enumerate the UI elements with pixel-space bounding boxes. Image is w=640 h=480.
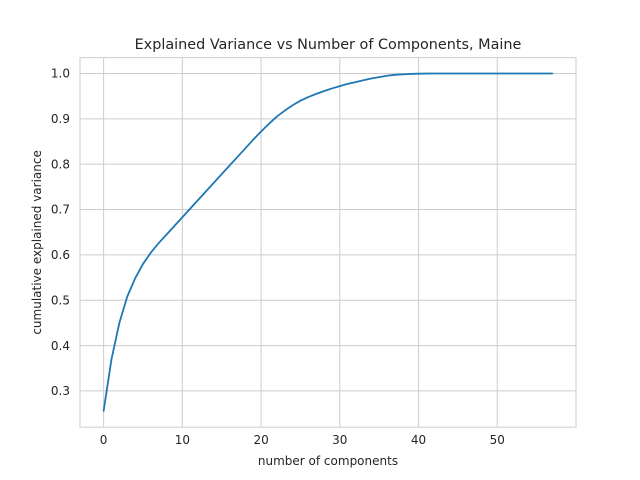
x-tick-label: 40 bbox=[411, 433, 426, 447]
y-tick-label: 0.8 bbox=[51, 157, 70, 171]
y-tick-label: 1.0 bbox=[51, 67, 70, 81]
x-tick-label: 10 bbox=[175, 433, 190, 447]
x-axis-label: number of components bbox=[258, 454, 398, 468]
x-tick-label: 0 bbox=[100, 433, 108, 447]
y-tick-label: 0.5 bbox=[51, 293, 70, 307]
grid-layer bbox=[80, 57, 576, 428]
series-line bbox=[102, 72, 554, 412]
y-tick-label: 0.4 bbox=[51, 339, 70, 353]
chart-title: Explained Variance vs Number of Componen… bbox=[135, 37, 522, 53]
tick-layer: 0 10 20 30 40 50 0.3 0.4 0.5 0.6 0.7 0.8 0.9 1.0 bbox=[51, 67, 505, 448]
y-tick-label: 0.3 bbox=[51, 384, 70, 398]
y-tick-label: 0.6 bbox=[51, 248, 70, 262]
x-tick-label: 20 bbox=[253, 433, 268, 447]
y-tick-label: 0.7 bbox=[51, 203, 70, 217]
series-layer bbox=[102, 72, 554, 412]
x-tick-label: 30 bbox=[332, 433, 347, 447]
y-tick-label: 0.9 bbox=[51, 112, 70, 126]
y-axis-label: cumulative explained variance bbox=[30, 150, 44, 335]
plot-frame bbox=[79, 57, 577, 428]
x-tick-label: 50 bbox=[490, 433, 505, 447]
